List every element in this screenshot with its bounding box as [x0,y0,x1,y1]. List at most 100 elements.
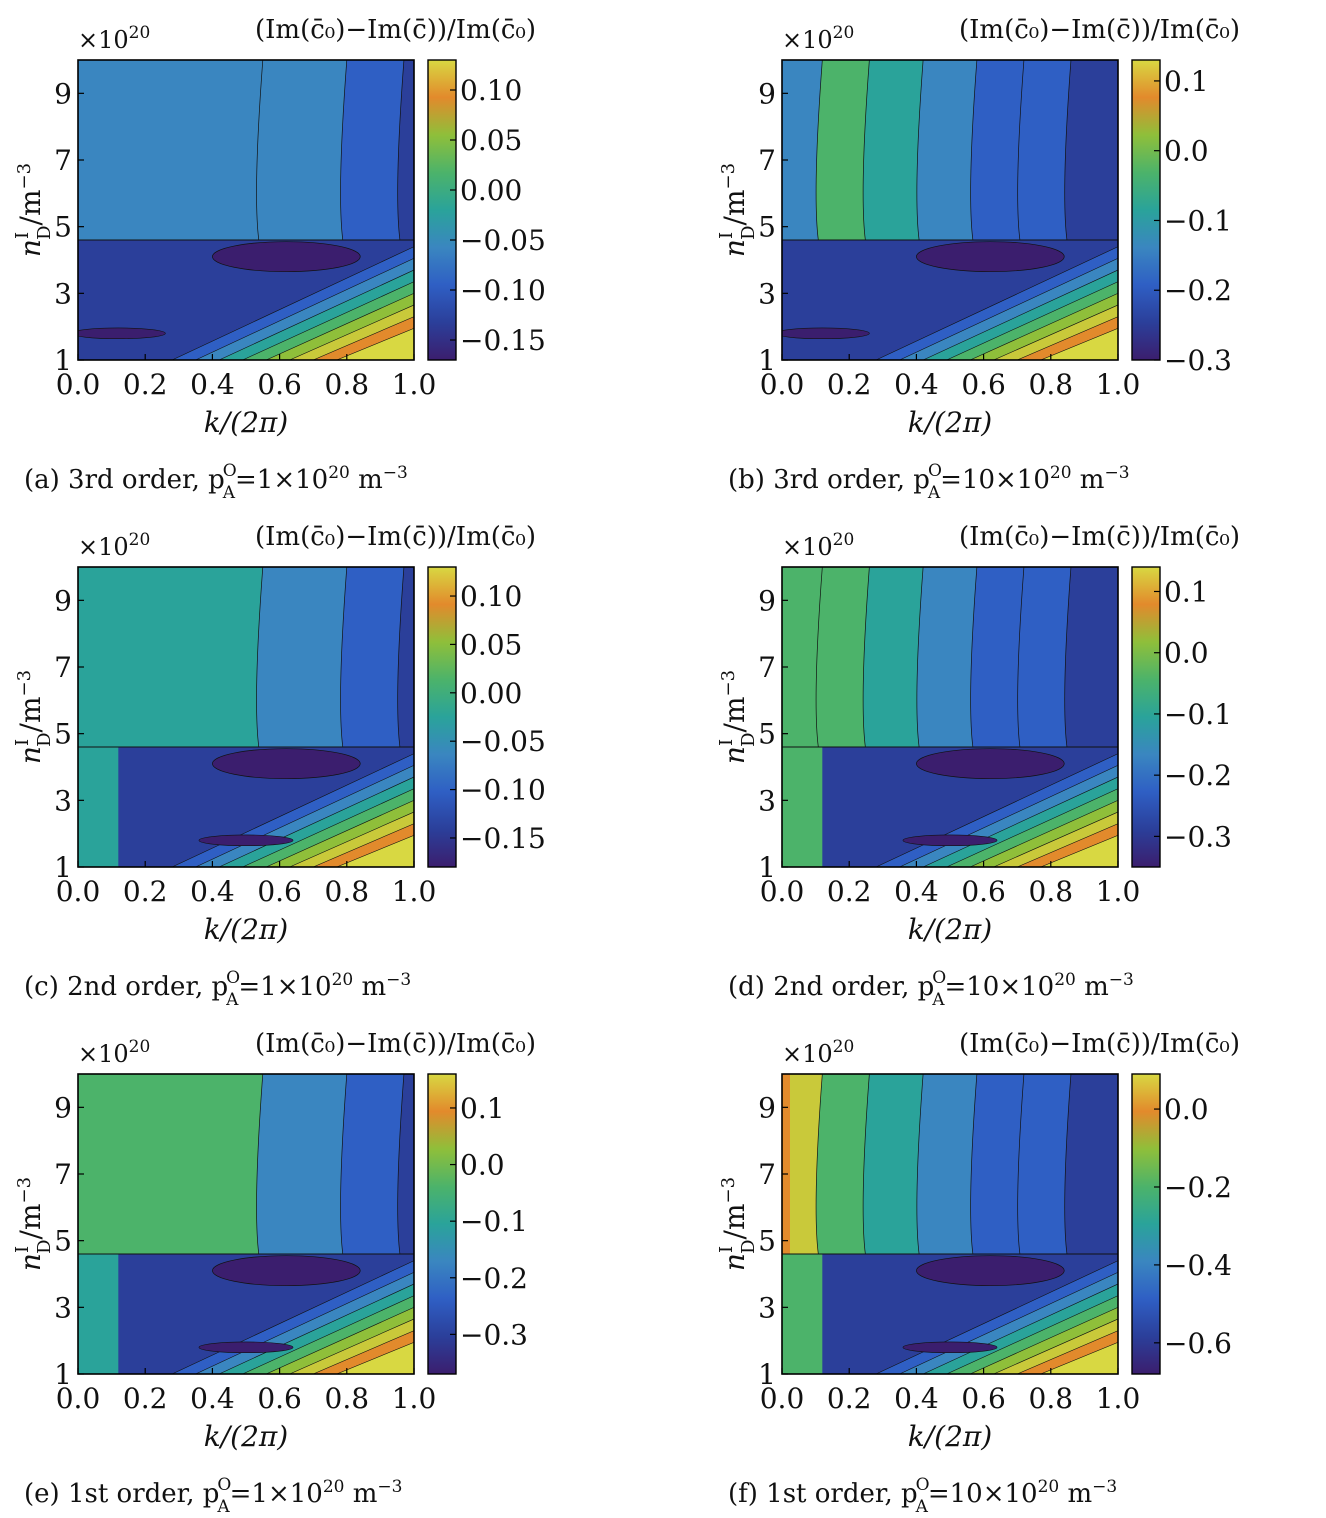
x-tick-label: 0.6 [257,1382,302,1415]
colorbar-tick-label: −0.05 [460,224,546,257]
x-tick-label: 0.0 [56,875,101,908]
x-tick-label: 0.0 [56,1382,101,1415]
colorbar-tick-label: 0.0 [1164,637,1209,670]
y-tick-label: 5 [54,211,72,244]
colorbar-tick-label: −0.2 [460,1262,528,1295]
plot-frame [781,59,1119,361]
x-tick-label: 0.4 [190,1382,235,1415]
colorbar-title: (Im(c̄₀)−Im(c̄))/Im(c̄₀) [959,522,1240,552]
x-tick-label: 0.6 [257,875,302,908]
y-tick-label: 3 [54,1291,72,1324]
x-tick-label: 0.8 [325,875,370,908]
x-axis-label: k/(2π) [908,1420,992,1453]
contour-band-diagonal [1040,328,1118,360]
colorbar-tick-label: −0.4 [1164,1249,1232,1282]
contour-band [1064,567,1118,748]
colorbar-tick-label: −0.1 [1164,698,1232,731]
panel-caption: (a) 3rd order, pO A=1×1020 m−3 [24,461,408,503]
plot-frame [781,1073,1119,1375]
x-tick-label: 0.6 [257,368,302,401]
y-tick-label: 7 [758,1158,776,1191]
y-tick-label: 9 [54,77,72,110]
colorbar-tick-label: 0.05 [460,124,522,157]
panel-a: 0.0 0.2 0.4 0.6 0.8 1.0 1 3 5 7 9×1020 k/(2π) nID/m−… [12,15,546,503]
colorbar-tick-label: −0.15 [460,822,546,855]
y-tick-label: 9 [54,584,72,617]
x-tick-label: 0.4 [190,875,235,908]
colorbar-tick-label: −0.2 [1164,1171,1232,1204]
x-tick-label: 0.2 [827,875,872,908]
x-tick-label: 1.0 [1096,1382,1141,1415]
x-tick-label: 1.0 [392,368,437,401]
region-left-strip [782,1254,823,1374]
colorbar-tick-label: 0.0 [1164,135,1209,168]
y-tick-label: 7 [54,1158,72,1191]
region-edge [782,1074,790,1254]
plot-frame [77,59,415,361]
contour-field [782,60,1118,360]
colorbar-title: (Im(c̄₀)−Im(c̄))/Im(c̄₀) [255,522,536,552]
y-tick-label: 5 [758,718,776,751]
colorbar-title: (Im(c̄₀)−Im(c̄))/Im(c̄₀) [959,15,1240,45]
panel-e: 0.0 0.2 0.4 0.6 0.8 1.0 1 3 5 7 9×1020 k/(2π) nID/m−… [12,1029,536,1517]
y-tick-label: 9 [758,584,776,617]
x-tick-label: 0.8 [1029,875,1074,908]
colorbar-title: (Im(c̄₀)−Im(c̄))/Im(c̄₀) [959,1029,1240,1059]
x-tick-label: 1.0 [392,875,437,908]
x-tick-label: 1.0 [1096,368,1141,401]
minimum-lobe [212,241,361,273]
panel-b: 0.0 0.2 0.4 0.6 0.8 1.0 1 3 5 7 9×1020 k/(2π) nID/m−… [716,15,1240,503]
contour-band-diagonal [1040,1342,1118,1374]
x-tick-label: 0.8 [1029,368,1074,401]
contour-band-diagonal [1040,835,1118,867]
x-tick-label: 0.2 [123,875,168,908]
y-axis-label: nID/m−3 [716,1177,759,1271]
y-tick-label: 5 [758,1225,776,1258]
x-tick-label: 0.2 [123,1382,168,1415]
colorbar-tick-label: 0.0 [1164,1093,1209,1126]
y-tick-label: 5 [758,211,776,244]
y-tick-label: 1 [54,851,72,884]
axis-multiplier: ×1020 [78,23,150,54]
colorbar [1131,59,1161,361]
x-axis-label: k/(2π) [204,913,288,946]
minimum-lobe [916,748,1065,780]
contour-field [782,1074,1118,1374]
minimum-lobe-low [782,327,870,340]
minimum-lobe-low [198,1341,294,1354]
x-tick-label: 0.0 [760,368,805,401]
panel-f: 0.0 0.2 0.4 0.6 0.8 1.0 1 3 5 7 9×1020 k/(2π) nID/m−… [716,1029,1240,1517]
x-tick-label: 0.8 [1029,1382,1074,1415]
plot-frame [77,1073,415,1375]
minimum-lobe [916,1255,1065,1287]
contour-field [78,60,414,360]
plot-frame [77,566,415,868]
y-tick-label: 3 [758,277,776,310]
region-left-strip [78,747,119,867]
minimum-lobe-low [198,834,294,847]
colorbar-tick-label: 0.00 [460,677,522,710]
x-tick-label: 0.8 [325,368,370,401]
minimum-lobe-low [902,834,998,847]
x-tick-label: 0.0 [56,368,101,401]
colorbar-tick-label: −0.2 [1164,274,1232,307]
colorbar-tick-label: 0.05 [460,628,522,661]
contour-band-diagonal [336,328,414,360]
axis-multiplier: ×1020 [782,1037,854,1068]
panel-caption: (c) 2nd order, pO A=1×1020 m−3 [24,968,411,1010]
y-axis-label: nID/m−3 [716,670,759,764]
contour-field [78,567,414,867]
colorbar-tick-label: −0.05 [460,725,546,758]
contour-band [1064,60,1118,241]
colorbar-tick-label: 0.0 [460,1149,505,1182]
y-tick-label: 1 [758,344,776,377]
colorbar-tick-label: 0.00 [460,174,522,207]
x-tick-label: 1.0 [1096,875,1141,908]
x-tick-label: 0.4 [894,875,939,908]
axis-multiplier: ×1020 [78,530,150,561]
x-tick-label: 0.4 [190,368,235,401]
y-tick-label: 3 [758,784,776,817]
region-left-strip [782,747,823,867]
y-tick-label: 5 [54,718,72,751]
